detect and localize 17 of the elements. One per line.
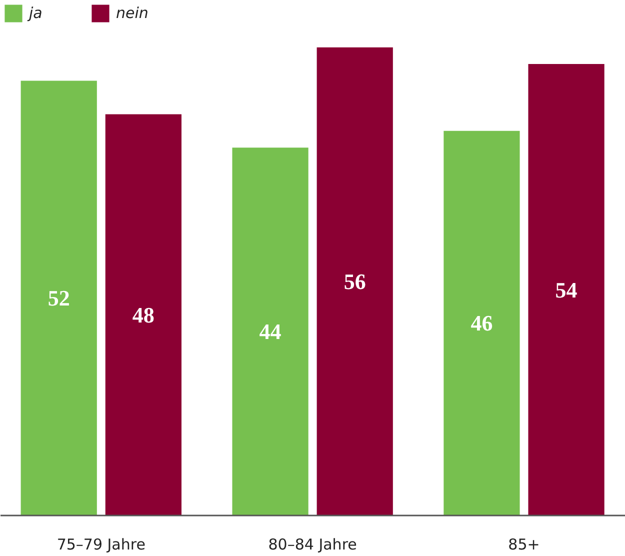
bar [105,114,182,516]
data-label: 56 [344,268,366,294]
data-label: 48 [132,302,154,328]
x-tick-label: 80–84 Jahre [268,536,357,554]
legend-label: nein [116,4,148,22]
bar [232,148,308,516]
data-label: 44 [259,319,282,344]
data-label: 46 [470,310,493,336]
bar [316,47,393,516]
bar [444,130,520,516]
x-tick-label: 85+ [508,536,540,554]
data-label: 52 [48,286,70,311]
bar [20,80,97,516]
legend-label: ja [29,4,44,22]
bar [528,64,604,516]
x-tick-label: 75–79 Jahre [56,536,146,554]
data-label: 54 [555,277,578,302]
